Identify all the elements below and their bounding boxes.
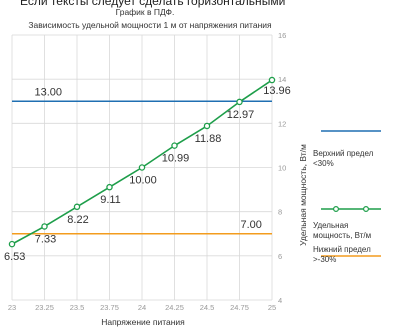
y-tick-label: 4 — [278, 296, 282, 305]
legend-label-line1: Верхний предел — [313, 149, 374, 158]
legend-swatch-marker — [333, 205, 340, 213]
y-tick-label: 8 — [278, 208, 282, 217]
legend-label-power: Удельная мощность, Вт/м — [313, 221, 398, 241]
power-data-point — [73, 203, 81, 211]
legend-swatch-lower-limit — [321, 255, 381, 257]
power-data-label: 10.00 — [129, 175, 157, 187]
header-cut-text: Если тексты следует сделать горизонтальн… — [20, 0, 286, 8]
power-data-label: 7.33 — [35, 233, 56, 245]
x-tick-label: 23.5 — [70, 303, 85, 312]
chart-plot: 4 6 8 10 12 14 16 23 23.25 23.5 23.75 24 24.25 24.5 24… — [4, 31, 291, 312]
power-data-label: 6.53 — [4, 251, 25, 263]
power-data-label: 10.99 — [162, 153, 190, 165]
power-data-label: 9.11 — [100, 194, 121, 206]
power-data-point — [41, 223, 48, 230]
power-data-label: 8.22 — [67, 214, 88, 226]
legend-swatch-marker — [362, 205, 369, 213]
legend-label-line1: Удельная — [313, 221, 349, 230]
x-tick-label: 24 — [138, 303, 146, 312]
power-data-point — [203, 122, 211, 130]
y-tick-label: 16 — [278, 31, 286, 40]
lower-limit-label: 7.00 — [241, 219, 262, 231]
legend-swatch-upper-limit — [321, 130, 381, 132]
x-tick-label: 24.75 — [230, 303, 249, 312]
legend-label-upper-limit: Верхний предел <30% — [313, 149, 398, 169]
x-tick-label: 24.5 — [200, 303, 215, 312]
y-axis-label: Удельная мощность, Вт/м — [298, 144, 308, 246]
legend-label-line2: мощность, Вт/м — [313, 231, 372, 240]
x-tick-label: 23.75 — [100, 303, 119, 312]
upper-limit-label: 13.00 — [35, 86, 63, 98]
y-tick-label: 10 — [278, 164, 286, 173]
y-tick-label: 12 — [278, 119, 286, 128]
chart-title: Зависимость удельной мощности 1 м от нап… — [28, 20, 272, 30]
legend-swatch-power — [321, 205, 381, 213]
x-tick-label: 23 — [8, 303, 16, 312]
x-tick-label: 25 — [268, 303, 276, 312]
power-data-point — [171, 142, 178, 149]
legend-label-line1: Нижний предел — [313, 245, 371, 254]
power-data-point — [236, 98, 243, 106]
x-tick-label: 23.25 — [35, 303, 54, 312]
power-data-label: 11.88 — [195, 133, 222, 145]
legend-label-lower-limit: Нижний предел >-30% — [313, 245, 398, 265]
y-tick-label: 6 — [278, 252, 282, 261]
power-data-label: 13.96 — [263, 85, 291, 97]
chart-legend: Верхний предел <30% Удельная мощность, В… — [309, 0, 398, 328]
power-data-label: 12.97 — [227, 109, 255, 121]
power-data-point — [268, 76, 276, 84]
x-axis-label: Напряжение питания — [101, 317, 185, 327]
power-data-point — [106, 183, 113, 191]
legend-label-line2: >-30% — [313, 255, 337, 264]
y-tick-label: 14 — [278, 75, 286, 84]
power-data-point — [8, 240, 16, 248]
chart-subtitle: График в ПДФ. — [115, 7, 175, 17]
power-data-point — [138, 164, 146, 171]
legend-label-line2: <30% — [313, 159, 334, 168]
x-tick-label: 24.25 — [165, 303, 184, 312]
